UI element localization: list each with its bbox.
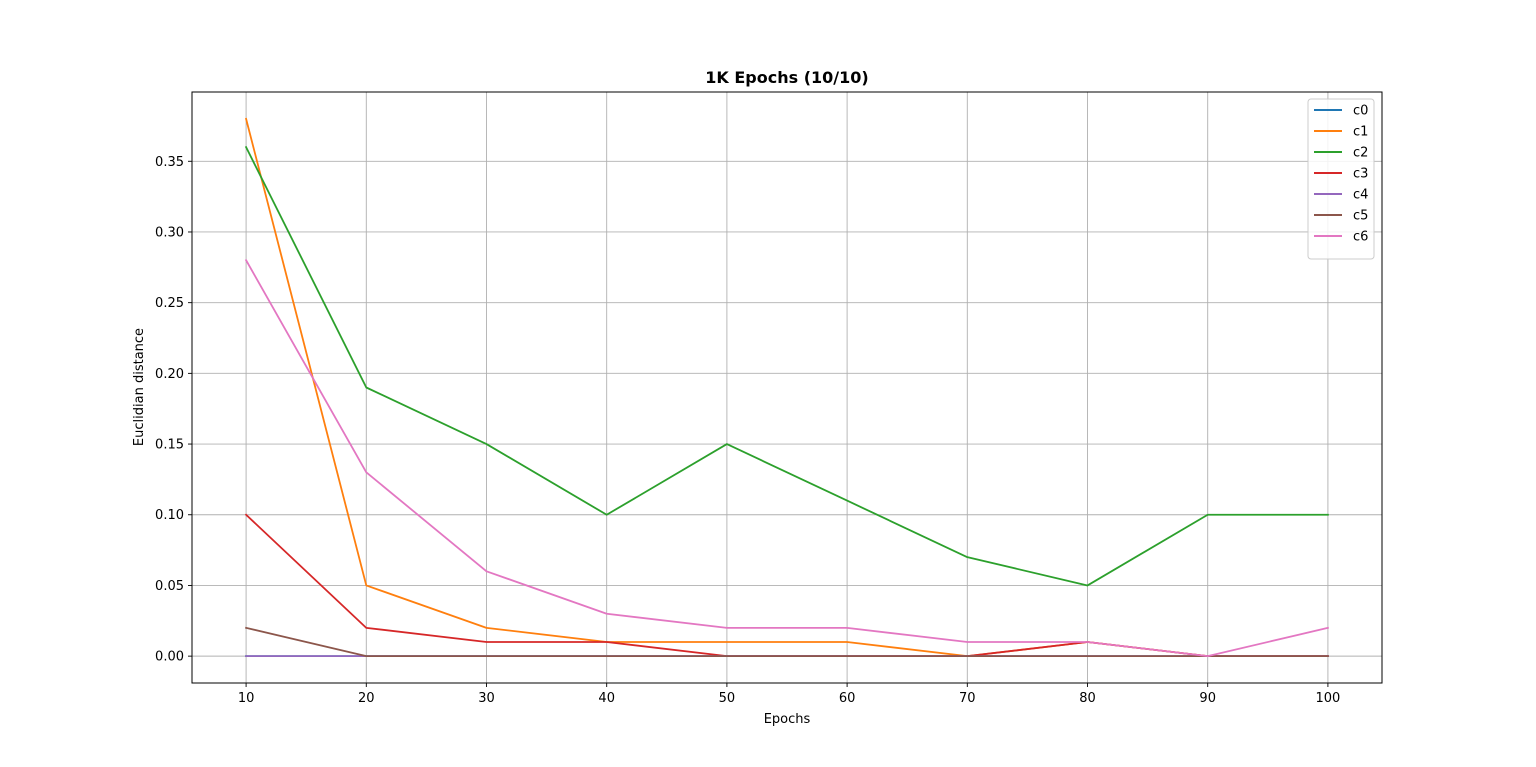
legend-label-c1: c1 <box>1353 125 1368 140</box>
x-tick-label: 20 <box>358 691 375 706</box>
legend-label-c0: c0 <box>1353 104 1368 119</box>
legend-label-c4: c4 <box>1353 188 1368 203</box>
y-axis-ticks: 0.00 0.05 0.10 0.15 0.20 0.25 0.30 0.35 <box>155 155 192 665</box>
series-line-c5 <box>245 626 1329 658</box>
x-tick-label: 30 <box>478 691 495 706</box>
x-tick-label: 100 <box>1315 691 1340 706</box>
legend-label-c2: c2 <box>1353 146 1368 161</box>
x-tick-label: 70 <box>959 691 976 706</box>
x-tick-label: 40 <box>598 691 615 706</box>
y-tick-label: 0.35 <box>155 155 184 170</box>
y-tick-label: 0.00 <box>155 650 184 665</box>
x-tick-label: 10 <box>238 691 255 706</box>
x-tick-label: 90 <box>1199 691 1216 706</box>
legend: c0 c1 c2 c3 c4 c5 c6 <box>1307 98 1375 260</box>
x-tick-label: 50 <box>719 691 736 706</box>
y-tick-label: 0.15 <box>155 438 184 453</box>
series-line-c6 <box>244 259 1329 658</box>
chart-title: 1K Epochs (10/10) <box>705 68 868 87</box>
y-tick-label: 0.05 <box>155 579 184 594</box>
y-tick-label: 0.10 <box>155 508 184 523</box>
y-axis-label: Euclidian distance <box>132 328 147 446</box>
y-tick-label: 0.20 <box>155 367 184 382</box>
legend-box <box>1307 98 1375 260</box>
legend-label-c6: c6 <box>1353 230 1368 245</box>
legend-label-c3: c3 <box>1353 167 1368 182</box>
x-axis-ticks: 10 20 30 40 50 60 70 80 90 100 <box>238 683 1340 706</box>
series-lines <box>244 117 1329 658</box>
x-axis-label: Epochs <box>764 712 811 727</box>
plot-frame <box>191 91 1383 684</box>
y-tick-label: 0.30 <box>155 225 184 240</box>
x-tick-label: 80 <box>1079 691 1096 706</box>
y-tick-label: 0.25 <box>155 296 184 311</box>
x-tick-label: 60 <box>839 691 856 706</box>
series-line-c2 <box>244 145 1329 587</box>
legend-label-c5: c5 <box>1353 209 1368 224</box>
